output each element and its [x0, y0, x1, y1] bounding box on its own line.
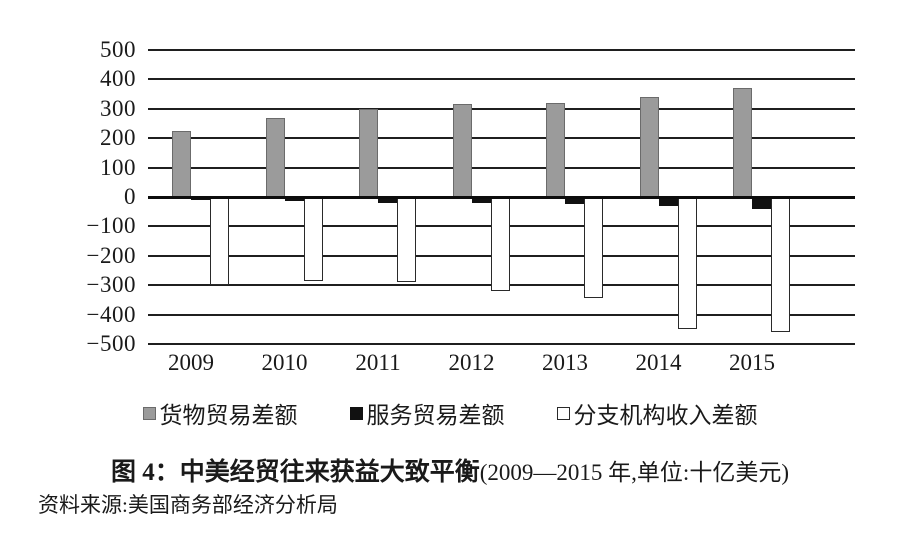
- legend-swatch-icon: [556, 406, 570, 420]
- bar-货物贸易差额-2009: [172, 130, 191, 197]
- gridline: [148, 137, 855, 140]
- gridline: [148, 107, 855, 110]
- y-tick-label: 0: [124, 184, 136, 209]
- legend-item: 货物贸易差额: [142, 396, 298, 430]
- bar-服务贸易差额-2015: [752, 197, 771, 209]
- y-tick-label: −200: [86, 242, 136, 268]
- bar-分支机构收入差额-2009: [210, 197, 229, 286]
- y-tick-label: −300: [86, 272, 136, 298]
- bar-分支机构收入差额-2015: [771, 197, 790, 333]
- bar-分支机构收入差额-2014: [677, 197, 697, 330]
- bar-货物贸易差额-2011: [359, 108, 378, 197]
- legend-swatch-icon: [142, 406, 156, 420]
- x-tick-label-2011: 2011: [355, 350, 401, 375]
- y-tick-label: −100: [86, 213, 136, 239]
- bar-分支机构收入差额-2010: [303, 197, 323, 281]
- x-tick-label-2010: 2010: [261, 350, 308, 375]
- chart-plot-area: [148, 49, 855, 345]
- y-tick-label: 500: [100, 37, 136, 62]
- legend-label: 分支机构收入差额: [573, 403, 758, 428]
- bar-货物贸易差额-2010: [265, 117, 285, 197]
- chart-legend: 货物贸易差额 服务贸易差额 分支机构收入差额: [0, 396, 900, 430]
- y-tick-label: −400: [86, 301, 136, 327]
- x-tick-label-2013: 2013: [542, 350, 588, 375]
- source-note: 资料来源:美国商务部经济分析局: [38, 493, 338, 517]
- x-tick-label-2015: 2015: [729, 350, 775, 375]
- y-tick-label: 400: [100, 66, 136, 92]
- figure-caption-title: 图 4：中美经贸往来获益大致平衡: [111, 459, 480, 486]
- gridline: [148, 78, 855, 81]
- legend-label: 服务贸易差额: [366, 403, 505, 428]
- bar-货物贸易差额-2014: [639, 97, 659, 197]
- y-tick-label: −500: [86, 331, 136, 356]
- x-tick-label-2012: 2012: [448, 350, 495, 375]
- gridline: [148, 166, 855, 169]
- legend-item: 分支机构收入差额: [556, 396, 758, 430]
- legend-swatch-icon: [349, 406, 363, 420]
- bar-分支机构收入差额-2012: [490, 197, 510, 292]
- y-tick-label: 100: [100, 154, 136, 180]
- x-tick-label-2014: 2014: [635, 350, 682, 375]
- legend-item: 服务贸易差额: [349, 396, 505, 430]
- y-tick-label: 200: [100, 125, 136, 151]
- bar-货物贸易差额-2013: [546, 102, 565, 197]
- bar-分支机构收入差额-2011: [397, 197, 416, 283]
- figure-caption: 图 4：中美经贸往来获益大致平衡(2009—2015 年,单位:十亿美元): [0, 452, 900, 488]
- legend-label: 货物贸易差额: [159, 403, 298, 428]
- bar-货物贸易差额-2012: [452, 104, 472, 197]
- gridline: [148, 49, 855, 51]
- gridline: [148, 343, 855, 345]
- gridline: [148, 313, 855, 316]
- figure-caption-subtitle: (2009—2015 年,单位:十亿美元): [479, 460, 789, 485]
- x-tick-label-2009: 2009: [168, 350, 214, 375]
- bar-分支机构收入差额-2013: [584, 197, 603, 299]
- y-tick-label: 300: [100, 95, 136, 121]
- bar-货物贸易差额-2015: [733, 88, 752, 197]
- zero-axis-line: [148, 195, 855, 199]
